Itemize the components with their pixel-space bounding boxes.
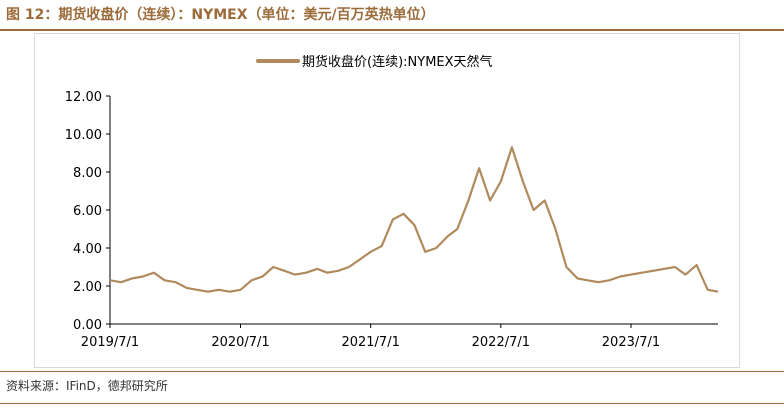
axes	[106, 95, 718, 328]
bottom-rule	[0, 403, 784, 404]
y-tick-label: 4.00	[73, 242, 102, 257]
legend-label: 期货收盘价(连续):NYMEX天然气	[302, 54, 493, 70]
x-tick-label: 2022/7/1	[472, 335, 530, 350]
x-tick-label: 2021/7/1	[341, 335, 399, 350]
y-tick-label: 12.00	[65, 90, 102, 105]
tick-labels: 0.00 2.00 4.00 6.00 8.00 10.00 12.00 2019/7/1 20…	[65, 90, 660, 350]
y-tick-label: 0.00	[73, 318, 102, 333]
x-tick-label: 2019/7/1	[81, 335, 139, 350]
y-tick-label: 6.00	[73, 204, 102, 219]
x-tick-label: 2020/7/1	[211, 335, 269, 350]
legend: 期货收盘价(连续):NYMEX天然气	[256, 54, 493, 70]
y-tick-label: 2.00	[73, 280, 102, 295]
chart-frame	[34, 33, 740, 368]
figure-title: 图 12：期货收盘价（连续）：NYMEX（单位：美元/百万英热单位）	[6, 7, 435, 23]
series-line	[109, 146, 719, 293]
y-tick-label: 10.00	[65, 128, 102, 143]
footer-rule	[0, 371, 784, 372]
y-tick-label: 8.00	[73, 166, 102, 181]
title-rule	[0, 29, 784, 31]
x-tick-label: 2023/7/1	[602, 335, 660, 350]
source-note: 资料来源：IFinD，德邦研究所	[6, 379, 168, 393]
